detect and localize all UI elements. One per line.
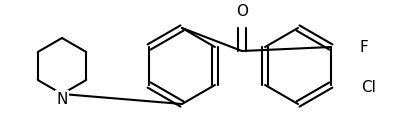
Text: Cl: Cl — [361, 80, 376, 95]
Text: O: O — [236, 5, 248, 19]
Text: F: F — [360, 39, 369, 55]
Text: N: N — [56, 91, 68, 107]
